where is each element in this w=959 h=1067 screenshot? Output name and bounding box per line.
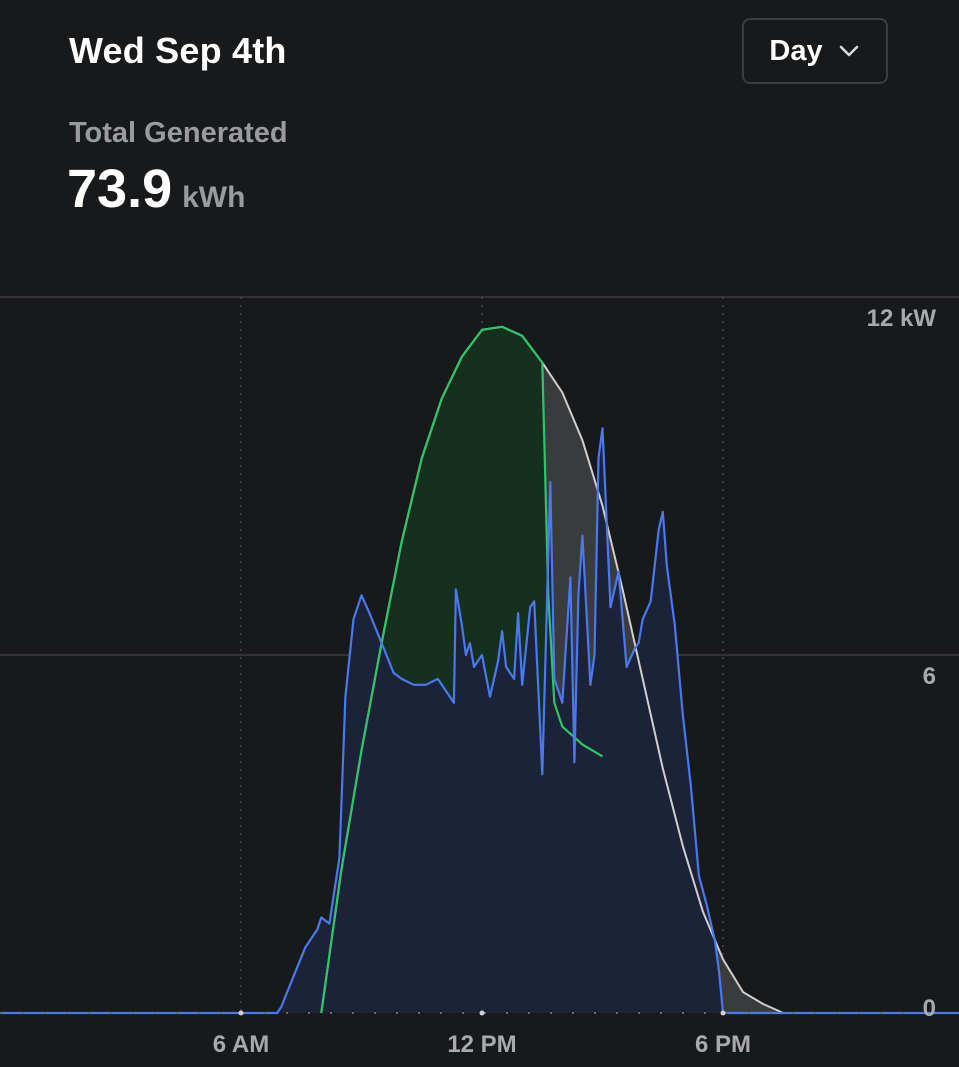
page-title: Wed Sep 4th [69,30,287,71]
total-generated-value: 73.9 kWh [67,158,245,220]
total-generated-unit: kWh [182,181,246,214]
total-generated-label: Total Generated [69,117,288,149]
y-tick-label: 12 kW [867,305,937,332]
y-tick-label: 6 [923,663,936,690]
x-axis-tick-dot [479,1010,485,1016]
solar-line [320,325,604,1014]
range-selector-button[interactable]: Day [742,18,888,84]
x-tick-label: 6 PM [695,1031,751,1058]
chevron-down-icon [839,45,858,57]
range-selector-label: Day [769,34,823,67]
x-axis-tick-dot [720,1010,726,1016]
x-axis-tick-dot [238,1010,244,1016]
x-tick-label: 12 PM [447,1031,516,1058]
home-area [0,428,959,1013]
home-line [0,427,959,1015]
total-generated-number: 73.9 [67,159,173,219]
y-tick-label: 0 [923,995,936,1022]
x-tick-label: 6 AM [213,1031,269,1058]
